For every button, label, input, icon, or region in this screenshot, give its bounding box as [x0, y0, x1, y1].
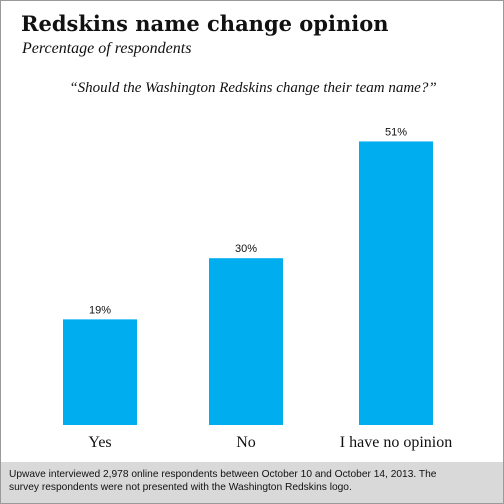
bar-2	[359, 141, 433, 425]
footnote: Upwave interviewed 2,978 online responde…	[1, 462, 503, 503]
value-label-2: 51%	[385, 126, 407, 138]
bar-chart: 19% Yes 30% No 51% I have no opinion	[63, 126, 452, 451]
footnote-line-1: Upwave interviewed 2,978 online responde…	[9, 469, 437, 480]
value-label-0: 19%	[89, 304, 111, 316]
chart-title: Redskins name change opinion	[21, 11, 389, 36]
footnote-line-2: survey respondents were not presented wi…	[9, 482, 352, 493]
category-label-2: I have no opinion	[340, 434, 452, 451]
survey-question: “Should the Washington Redskins change t…	[69, 80, 437, 96]
chart-subtitle: Percentage of respondents	[22, 40, 192, 57]
category-label-0: Yes	[88, 434, 111, 451]
value-label-1: 30%	[235, 243, 257, 255]
category-label-1: No	[236, 434, 256, 451]
bar-0	[63, 319, 137, 425]
bar-1	[209, 258, 283, 425]
